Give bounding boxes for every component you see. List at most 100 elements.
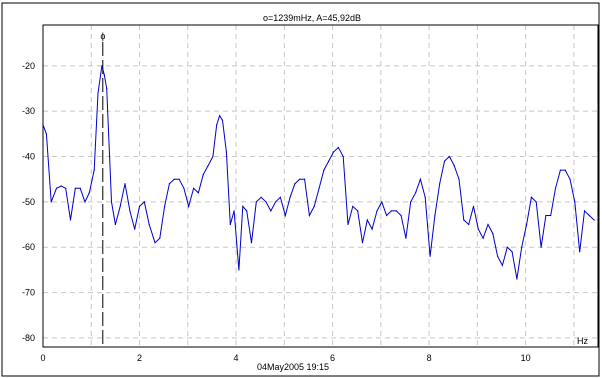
data-point bbox=[434, 214, 436, 217]
data-point bbox=[299, 178, 301, 180]
data-point bbox=[260, 196, 262, 198]
series-layer bbox=[42, 65, 595, 280]
data-point bbox=[371, 228, 373, 230]
data-point bbox=[482, 237, 484, 239]
data-point bbox=[164, 205, 166, 207]
data-point bbox=[574, 201, 576, 203]
data-point bbox=[93, 169, 95, 171]
data-point bbox=[530, 196, 533, 198]
y-tick-label: -30 bbox=[22, 106, 35, 116]
data-point bbox=[45, 133, 48, 135]
data-point bbox=[593, 219, 595, 221]
data-point bbox=[275, 201, 277, 203]
data-point bbox=[148, 223, 150, 226]
cursor-marker: ɸ bbox=[100, 31, 105, 41]
data-point bbox=[110, 201, 113, 203]
data-point bbox=[55, 187, 58, 189]
x-tick-label: 8 bbox=[427, 353, 432, 363]
data-point bbox=[233, 210, 235, 212]
data-point bbox=[337, 146, 339, 149]
data-point bbox=[405, 237, 407, 239]
data-point bbox=[453, 165, 455, 167]
data-point bbox=[173, 178, 175, 180]
data-point bbox=[216, 124, 218, 126]
data-point bbox=[188, 205, 190, 207]
data-point bbox=[410, 201, 412, 203]
y-tick-label: -20 bbox=[22, 61, 35, 71]
data-point bbox=[477, 228, 479, 230]
data-point bbox=[79, 187, 81, 189]
data-point bbox=[97, 92, 99, 94]
data-point bbox=[129, 210, 131, 212]
data-point bbox=[332, 151, 335, 153]
data-point bbox=[492, 233, 494, 235]
data-point bbox=[114, 223, 116, 226]
data-point bbox=[463, 219, 465, 221]
data-point bbox=[242, 205, 244, 207]
cursor-layer: ɸ bbox=[100, 31, 105, 347]
cursor-readout: o=1239mHz, A=45,92dB bbox=[263, 13, 361, 23]
data-point bbox=[65, 187, 67, 189]
data-point bbox=[69, 219, 72, 221]
data-point bbox=[74, 187, 76, 189]
data-point bbox=[154, 242, 156, 244]
data-point bbox=[540, 246, 542, 248]
timestamp: 04May2005 19:15 bbox=[257, 362, 329, 372]
data-point bbox=[395, 210, 397, 212]
data-point bbox=[88, 192, 90, 194]
data-point bbox=[250, 242, 253, 244]
data-point bbox=[168, 183, 170, 185]
data-point bbox=[229, 223, 231, 226]
x-tick-label: 6 bbox=[330, 353, 335, 363]
data-point bbox=[221, 119, 224, 121]
grid-layer bbox=[43, 25, 598, 347]
data-point bbox=[42, 124, 44, 126]
data-point bbox=[497, 255, 499, 257]
data-point bbox=[178, 178, 180, 180]
data-point bbox=[352, 205, 354, 207]
data-point bbox=[506, 246, 508, 248]
x-axis-unit-label: Hz bbox=[577, 336, 588, 346]
data-point bbox=[468, 223, 470, 226]
data-point bbox=[429, 255, 431, 257]
data-point bbox=[381, 201, 383, 203]
plot-frame bbox=[42, 24, 599, 348]
data-point bbox=[588, 214, 590, 217]
y-tick-label: -60 bbox=[22, 242, 35, 252]
data-point bbox=[294, 183, 296, 185]
data-point bbox=[225, 151, 227, 153]
data-point bbox=[134, 228, 136, 230]
data-point bbox=[138, 205, 141, 207]
data-point bbox=[424, 196, 426, 198]
data-point bbox=[487, 223, 489, 226]
data-point bbox=[202, 174, 204, 176]
data-point bbox=[101, 65, 103, 67]
data-point bbox=[212, 155, 214, 158]
data-point bbox=[289, 196, 291, 198]
data-point bbox=[143, 201, 145, 203]
data-point bbox=[193, 187, 195, 189]
data-point bbox=[521, 246, 523, 248]
data-point bbox=[386, 214, 388, 217]
data-point bbox=[443, 160, 446, 162]
data-point bbox=[458, 178, 460, 180]
data-point bbox=[308, 214, 310, 217]
data-point bbox=[545, 214, 547, 217]
data-point bbox=[103, 74, 105, 76]
data-point bbox=[347, 223, 349, 226]
data-point bbox=[564, 169, 566, 171]
data-point bbox=[419, 178, 421, 180]
data-point bbox=[279, 196, 281, 198]
data-point bbox=[511, 251, 513, 253]
y-tick-label: -50 bbox=[22, 197, 35, 207]
y-tick-label: -80 bbox=[22, 333, 35, 343]
data-point bbox=[284, 214, 286, 217]
data-point bbox=[516, 278, 518, 280]
data-point bbox=[84, 201, 86, 203]
data-point bbox=[569, 178, 571, 180]
data-point bbox=[415, 192, 417, 194]
data-point bbox=[357, 210, 359, 212]
data-point bbox=[579, 251, 581, 253]
